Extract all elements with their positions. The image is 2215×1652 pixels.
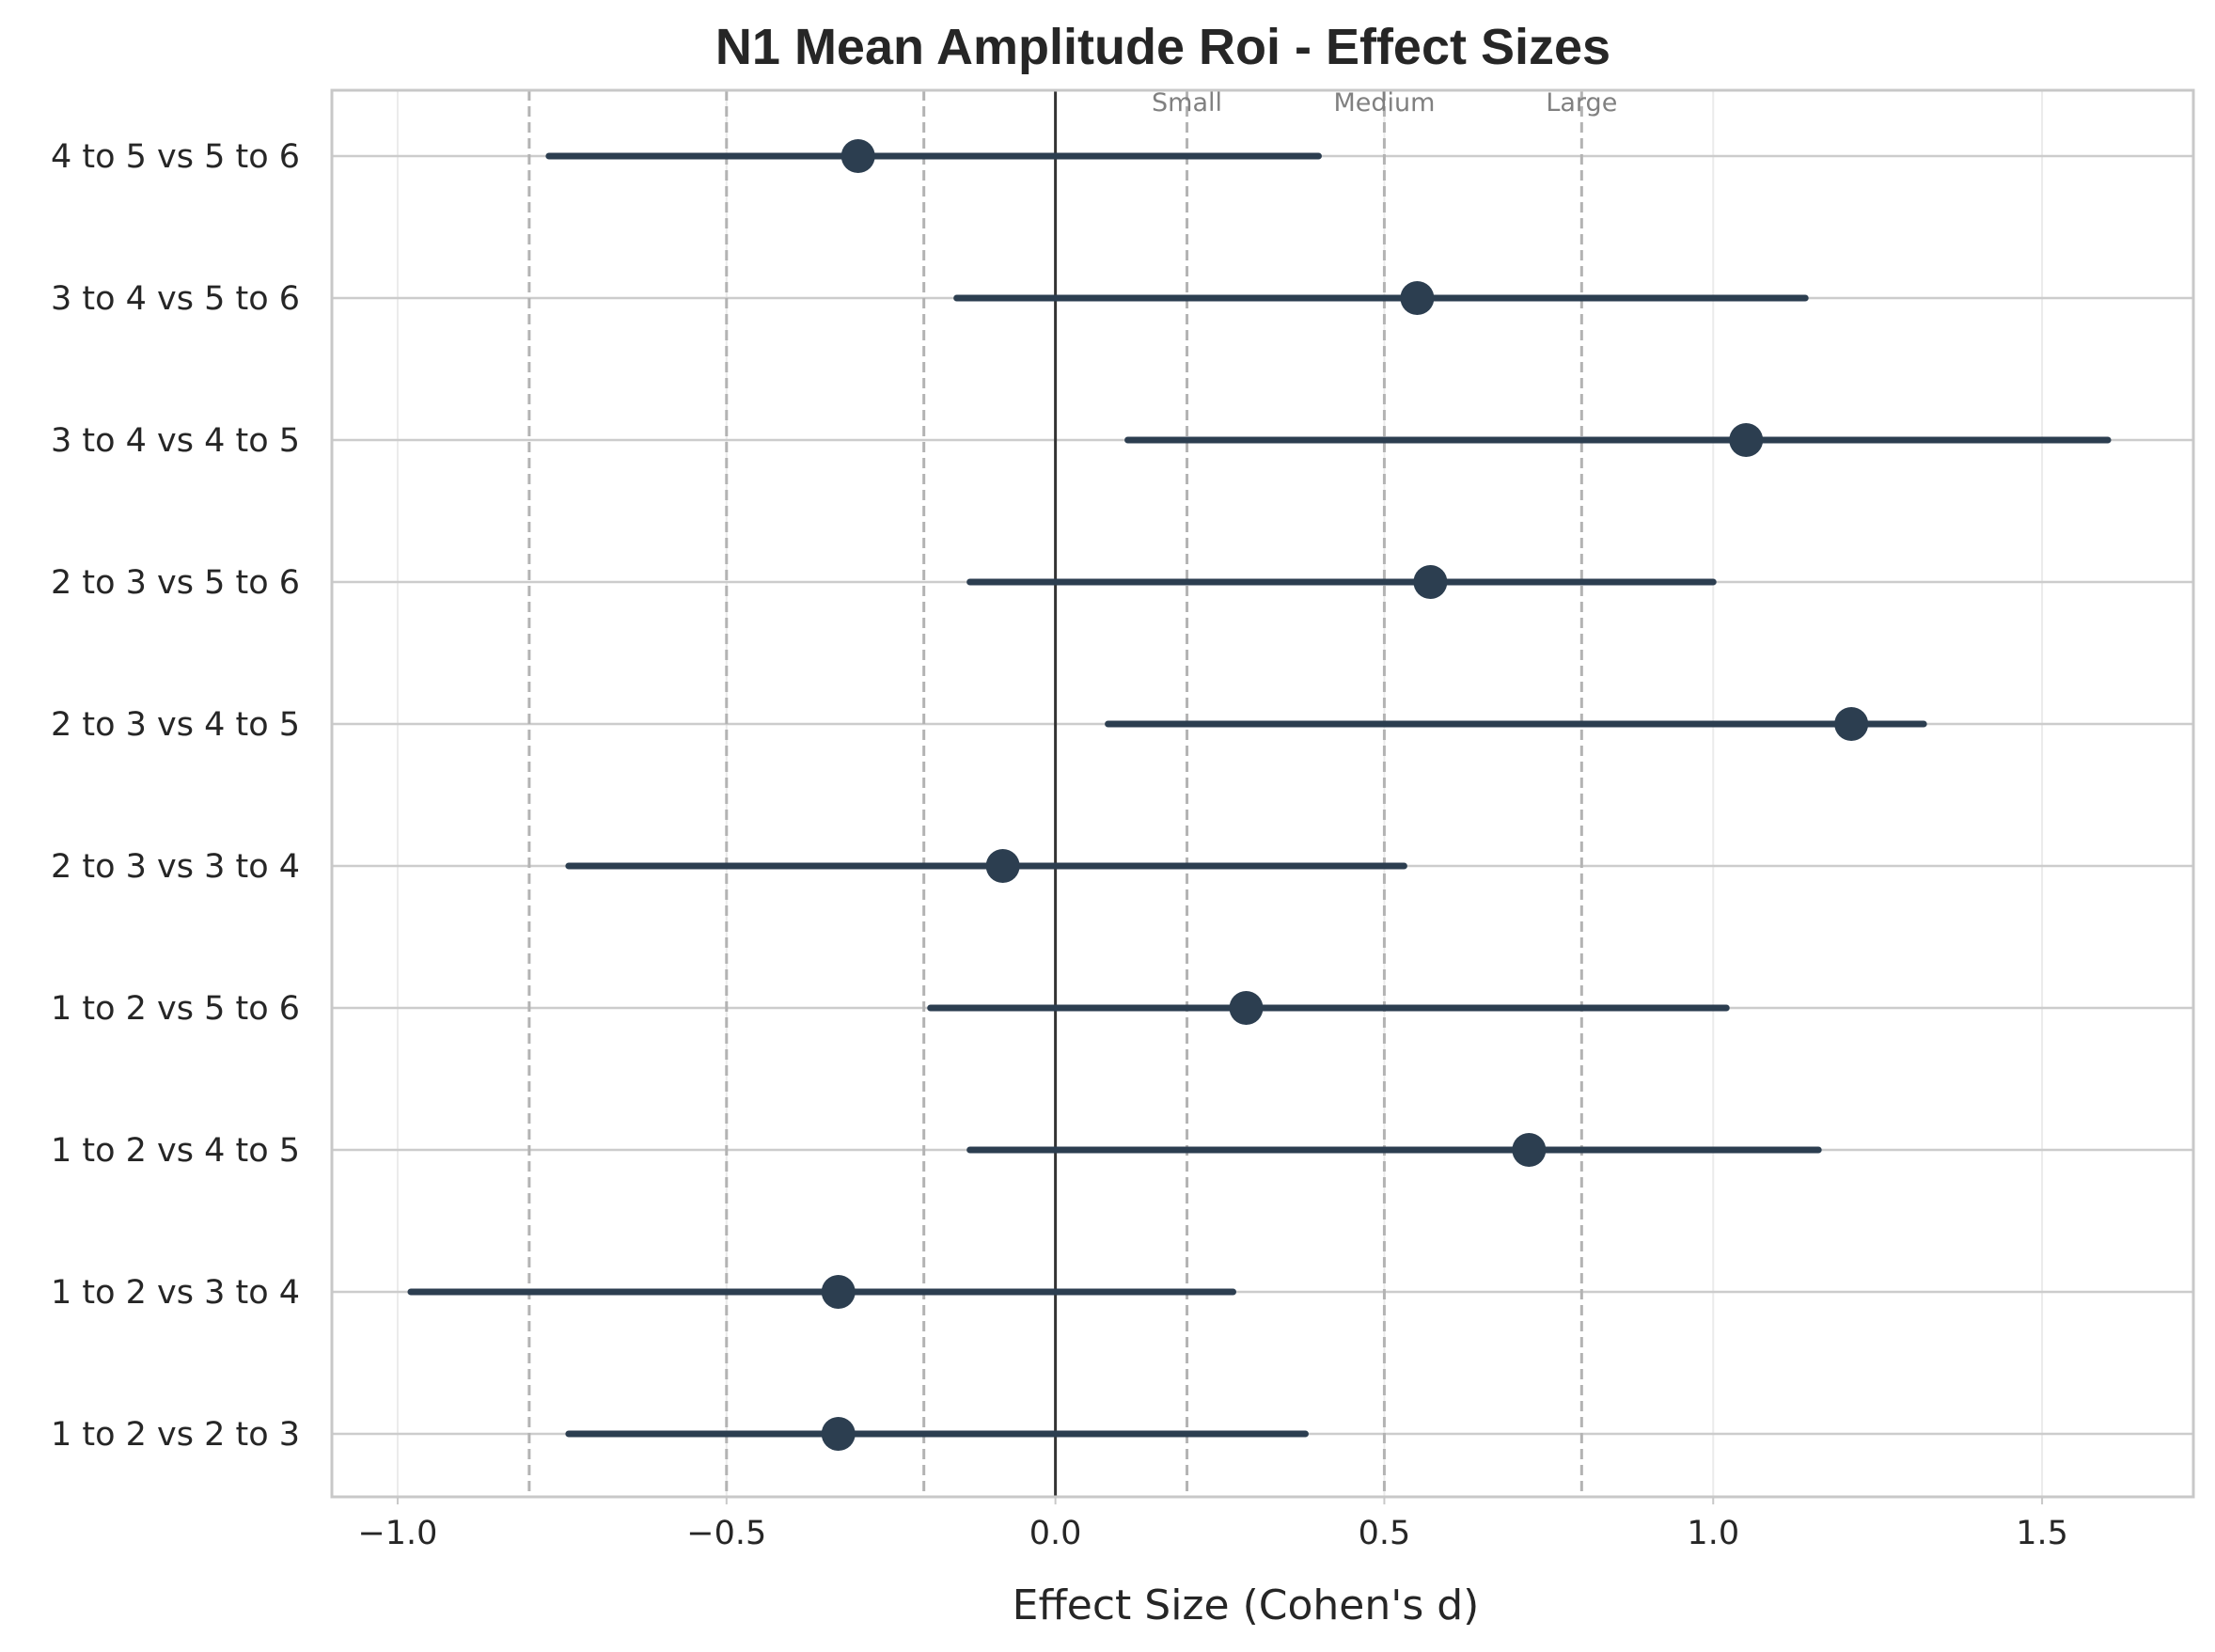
effect-point xyxy=(1400,281,1435,315)
effect-point xyxy=(840,139,875,173)
x-tick-label: −1.0 xyxy=(357,1515,437,1552)
x-axis-label: Effect Size (Cohen's d) xyxy=(1013,1581,1480,1629)
effect-point xyxy=(1729,423,1764,457)
y-tick-label: 1 to 2 vs 4 to 5 xyxy=(51,1132,300,1170)
point-layer xyxy=(821,139,1869,1451)
effect-point xyxy=(1834,707,1869,741)
effect-point xyxy=(1229,991,1264,1025)
y-tick-label: 2 to 3 vs 3 to 4 xyxy=(51,848,300,886)
y-tick-label: 3 to 4 vs 4 to 5 xyxy=(51,422,300,460)
effect-point xyxy=(821,1275,856,1309)
threshold-layer xyxy=(527,90,1583,1497)
x-tick-label: 0.5 xyxy=(1359,1515,1411,1552)
y-tick-label: 1 to 2 vs 3 to 4 xyxy=(51,1274,300,1312)
threshold-label: Medium xyxy=(1333,88,1435,118)
x-tick-label: 0.0 xyxy=(1029,1515,1082,1552)
x-tick-label: −0.5 xyxy=(686,1515,766,1552)
y-tick-label: 2 to 3 vs 4 to 5 xyxy=(51,706,300,744)
threshold-label: Small xyxy=(1152,88,1222,118)
y-tick-label: 1 to 2 vs 2 to 3 xyxy=(51,1416,300,1454)
effect-point xyxy=(1512,1133,1547,1167)
x-tick-label: 1.0 xyxy=(1687,1515,1739,1552)
y-tick-label: 3 to 4 vs 5 to 6 xyxy=(51,280,300,318)
label-layer: 4 to 5 vs 5 to 6 3 to 4 vs 5 to 6 3 to 4 v… xyxy=(51,88,2068,1552)
y-tick-label: 2 to 3 vs 5 to 6 xyxy=(51,564,300,602)
chart-title: N1 Mean Amplitude Roi - Effect Sizes xyxy=(715,19,1610,75)
x-tick-label: 1.5 xyxy=(2016,1515,2068,1552)
threshold-label: Large xyxy=(1546,88,1617,118)
effect-point xyxy=(985,849,1020,883)
y-tick-label: 4 to 5 vs 5 to 6 xyxy=(51,138,300,176)
effect-point xyxy=(1413,565,1448,599)
effect-point xyxy=(821,1417,856,1451)
y-tick-label: 1 to 2 vs 5 to 6 xyxy=(51,990,300,1028)
plot-frame xyxy=(330,88,2195,1499)
